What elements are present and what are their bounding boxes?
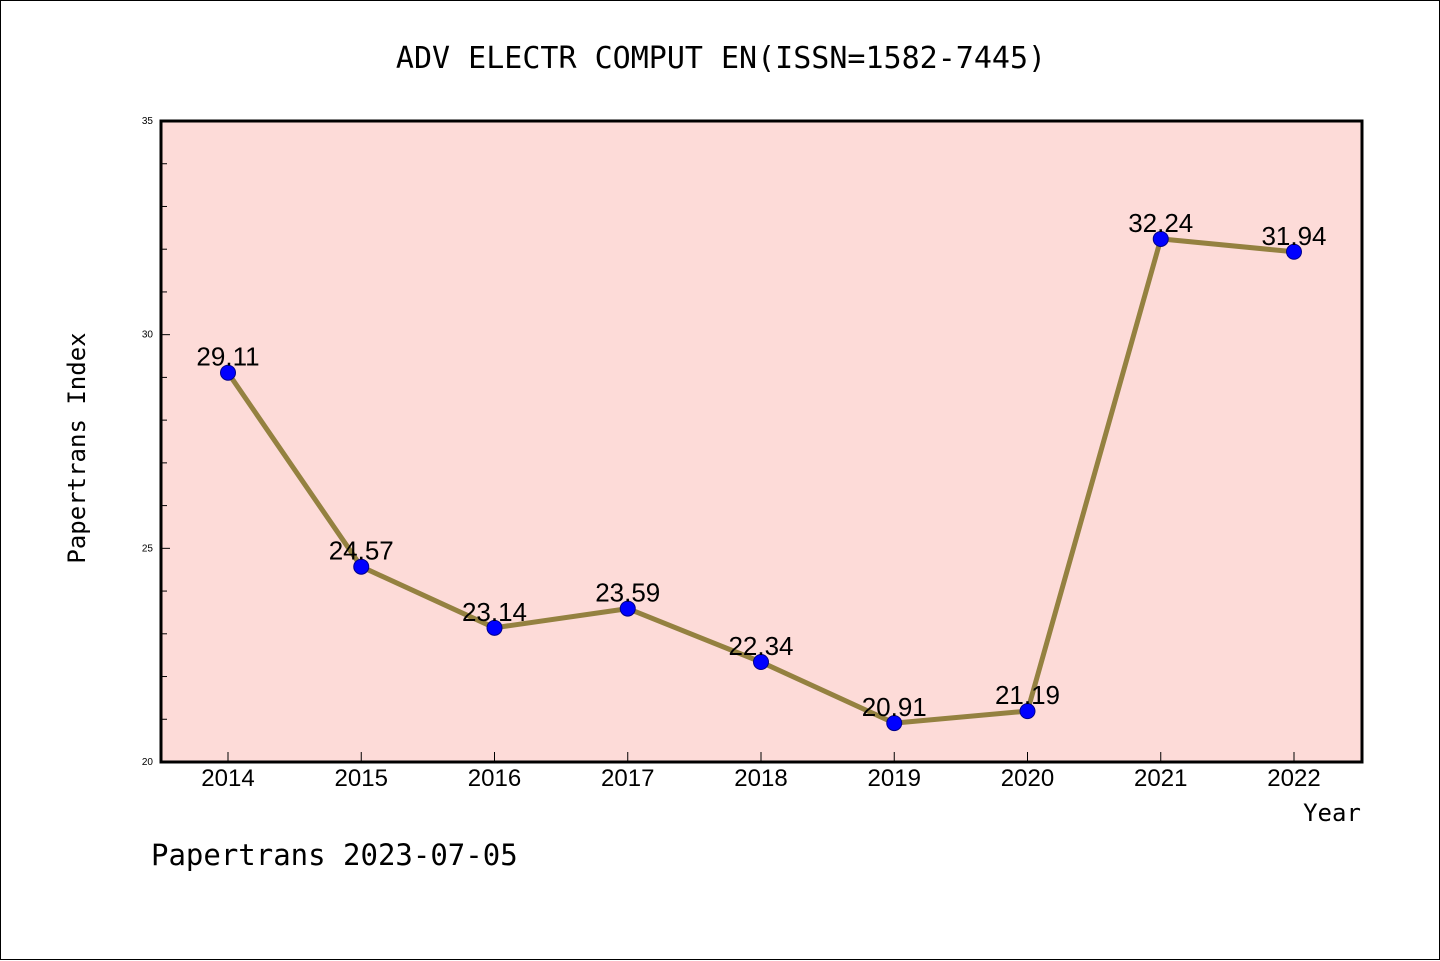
data-point [1286, 243, 1302, 260]
data-label: 31.94 [1261, 221, 1326, 251]
y-tick-label: 20 [142, 757, 154, 768]
x-axis-title: Year [1303, 799, 1361, 827]
y-axis-title: Papertrans Index [63, 332, 91, 563]
series-markers [220, 230, 1302, 732]
data-label: 20.91 [862, 692, 927, 722]
data-label: 23.14 [462, 597, 527, 627]
x-tick-label: 2022 [1267, 765, 1320, 792]
data-point [1019, 703, 1036, 720]
data-label: 24.57 [329, 536, 394, 566]
data-point [220, 364, 236, 381]
data-point [353, 558, 370, 575]
data-point [753, 654, 769, 671]
plot-border [159, 119, 1364, 764]
data-point [486, 619, 503, 636]
y-tick-label: 35 [142, 116, 154, 127]
x-tick-label: 2017 [601, 765, 654, 792]
x-tick-label: 2019 [868, 765, 921, 792]
data-label: 22.34 [728, 631, 793, 661]
x-tick-label: 2021 [1134, 765, 1187, 792]
data-labels: 29.11 24.57 23.14 23.59 22.34 20.91 21.19 32.24… [196, 208, 1326, 722]
data-label: 29.11 [196, 342, 259, 372]
data-point [886, 715, 903, 732]
x-tick-label: 2018 [734, 765, 787, 792]
data-label: 21.19 [995, 680, 1060, 710]
x-tick-label: 2016 [468, 765, 521, 792]
data-point [1152, 230, 1169, 247]
x-tick-label: 2014 [201, 765, 254, 792]
x-tick-label: 2020 [1001, 765, 1054, 792]
data-point [619, 600, 636, 617]
data-label: 23.59 [595, 578, 660, 608]
x-tick-label: 2015 [335, 765, 388, 792]
chart-title: ADV ELECTR COMPUT EN(ISSN=1582-7445) [396, 41, 1046, 76]
footer-date: Papertrans 2023-07-05 [151, 838, 518, 872]
y-tick-label: 30 [142, 330, 154, 341]
data-label: 32.24 [1128, 208, 1193, 238]
y-tick-label: 25 [142, 543, 154, 554]
x-axis-ticks: 2014 2015 2016 2017 2018 2019 2020 2021 2022 [201, 752, 1321, 792]
